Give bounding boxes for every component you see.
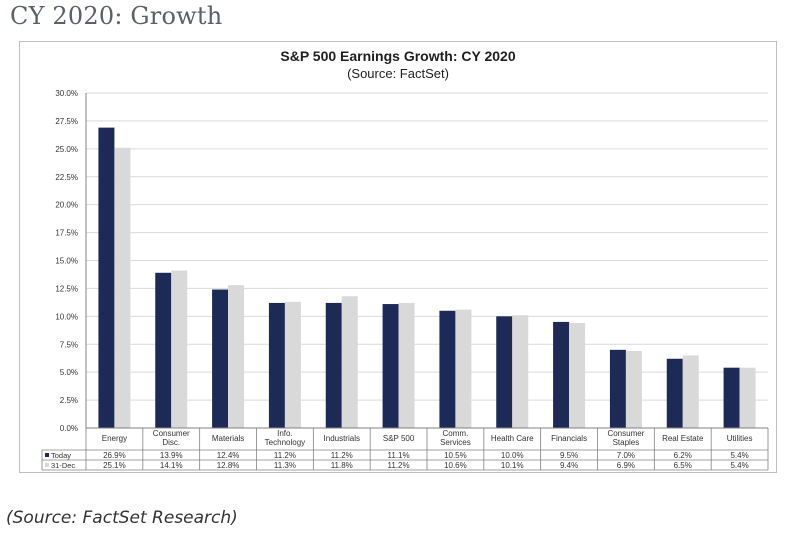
category-label: Info. bbox=[277, 429, 293, 438]
data-label: 14.1% bbox=[160, 461, 183, 470]
data-label: 10.5% bbox=[444, 451, 467, 460]
data-label: 13.9% bbox=[160, 451, 183, 460]
category-label: Utilities bbox=[727, 434, 753, 443]
legend-label: Today bbox=[51, 451, 71, 460]
y-tick-label: 27.5% bbox=[55, 117, 78, 126]
bar-31-dec bbox=[625, 350, 642, 428]
data-label: 10.6% bbox=[444, 461, 467, 470]
legend-swatch-31-dec bbox=[45, 463, 49, 467]
data-label: 11.2% bbox=[331, 451, 353, 460]
y-tick-label: 12.5% bbox=[55, 284, 78, 293]
bar-31-dec bbox=[284, 301, 301, 428]
data-label: 10.1% bbox=[501, 461, 524, 470]
y-tick-label: 20.0% bbox=[55, 201, 78, 210]
category-label: Comm. bbox=[443, 429, 469, 438]
data-label: 11.1% bbox=[388, 451, 410, 460]
bar-today bbox=[553, 321, 570, 428]
bar-today bbox=[325, 302, 342, 428]
y-tick-label: 0.0% bbox=[60, 424, 78, 433]
bar-31-dec bbox=[512, 315, 529, 428]
data-label: 26.9% bbox=[103, 451, 126, 460]
category-label: Technology bbox=[265, 438, 305, 447]
legend-swatch-today bbox=[45, 453, 49, 457]
data-label: 10.0% bbox=[501, 451, 524, 460]
y-tick-label: 10.0% bbox=[55, 312, 78, 321]
data-label: 12.8% bbox=[217, 461, 240, 470]
y-tick-label: 7.5% bbox=[60, 340, 78, 349]
bar-31-dec bbox=[569, 323, 586, 428]
bar-31-dec bbox=[739, 367, 756, 428]
y-tick-label: 2.5% bbox=[60, 396, 78, 405]
category-label: Services bbox=[440, 438, 471, 447]
bar-today bbox=[439, 310, 456, 428]
slide-title: CY 2020: Growth bbox=[10, 2, 223, 30]
category-label: Health Care bbox=[491, 434, 534, 443]
data-label: 11.3% bbox=[274, 461, 296, 470]
legend-label: 31-Dec bbox=[51, 461, 75, 470]
data-label: 6.5% bbox=[674, 461, 692, 470]
chart-title: S&P 500 Earnings Growth: CY 2020 bbox=[280, 48, 516, 64]
y-tick-label: 22.5% bbox=[55, 173, 78, 182]
category-label: Materials bbox=[212, 434, 244, 443]
data-label: 11.2% bbox=[388, 461, 410, 470]
bar-31-dec bbox=[114, 147, 131, 428]
bar-31-dec bbox=[228, 285, 245, 428]
y-tick-label: 15.0% bbox=[55, 257, 78, 266]
category-label: Real Estate bbox=[662, 434, 704, 443]
category-label: Staples bbox=[613, 438, 640, 447]
category-label: Financials bbox=[551, 434, 587, 443]
bar-today bbox=[268, 302, 285, 428]
data-label: 5.4% bbox=[730, 451, 748, 460]
data-label: 9.4% bbox=[560, 461, 578, 470]
y-tick-label: 5.0% bbox=[60, 368, 78, 377]
data-label: 25.1% bbox=[103, 461, 126, 470]
bar-today bbox=[212, 289, 229, 428]
bar-today bbox=[496, 316, 513, 428]
bar-31-dec bbox=[455, 309, 472, 428]
bar-31-dec bbox=[171, 270, 188, 428]
data-label: 7.0% bbox=[617, 451, 635, 460]
bar-31-dec bbox=[682, 355, 699, 428]
y-tick-label: 25.0% bbox=[55, 145, 78, 154]
source-caption: (Source: FactSet Research) bbox=[6, 508, 238, 528]
data-label: 6.9% bbox=[617, 461, 635, 470]
data-label: 5.4% bbox=[730, 461, 748, 470]
data-label: 11.2% bbox=[274, 451, 296, 460]
bar-today bbox=[723, 367, 740, 428]
chart-subtitle: (Source: FactSet) bbox=[347, 66, 449, 81]
bar-today bbox=[98, 127, 115, 428]
category-label: Energy bbox=[102, 434, 127, 443]
category-label: Consumer bbox=[607, 429, 644, 438]
category-label: Industrials bbox=[324, 434, 360, 443]
category-label: Consumer bbox=[153, 429, 190, 438]
data-label: 12.4% bbox=[217, 451, 240, 460]
y-tick-label: 17.5% bbox=[55, 229, 78, 238]
bar-31-dec bbox=[398, 302, 415, 428]
bar-31-dec bbox=[341, 296, 358, 428]
data-label: 6.2% bbox=[674, 451, 692, 460]
bar-today bbox=[666, 358, 683, 428]
y-tick-label: 30.0% bbox=[55, 89, 78, 98]
bar-today bbox=[609, 349, 626, 428]
category-label: S&P 500 bbox=[383, 434, 415, 443]
category-label: Disc. bbox=[162, 438, 180, 447]
data-label: 11.8% bbox=[331, 461, 353, 470]
bar-today bbox=[382, 304, 399, 428]
data-label: 9.5% bbox=[560, 451, 578, 460]
bar-today bbox=[155, 272, 172, 428]
